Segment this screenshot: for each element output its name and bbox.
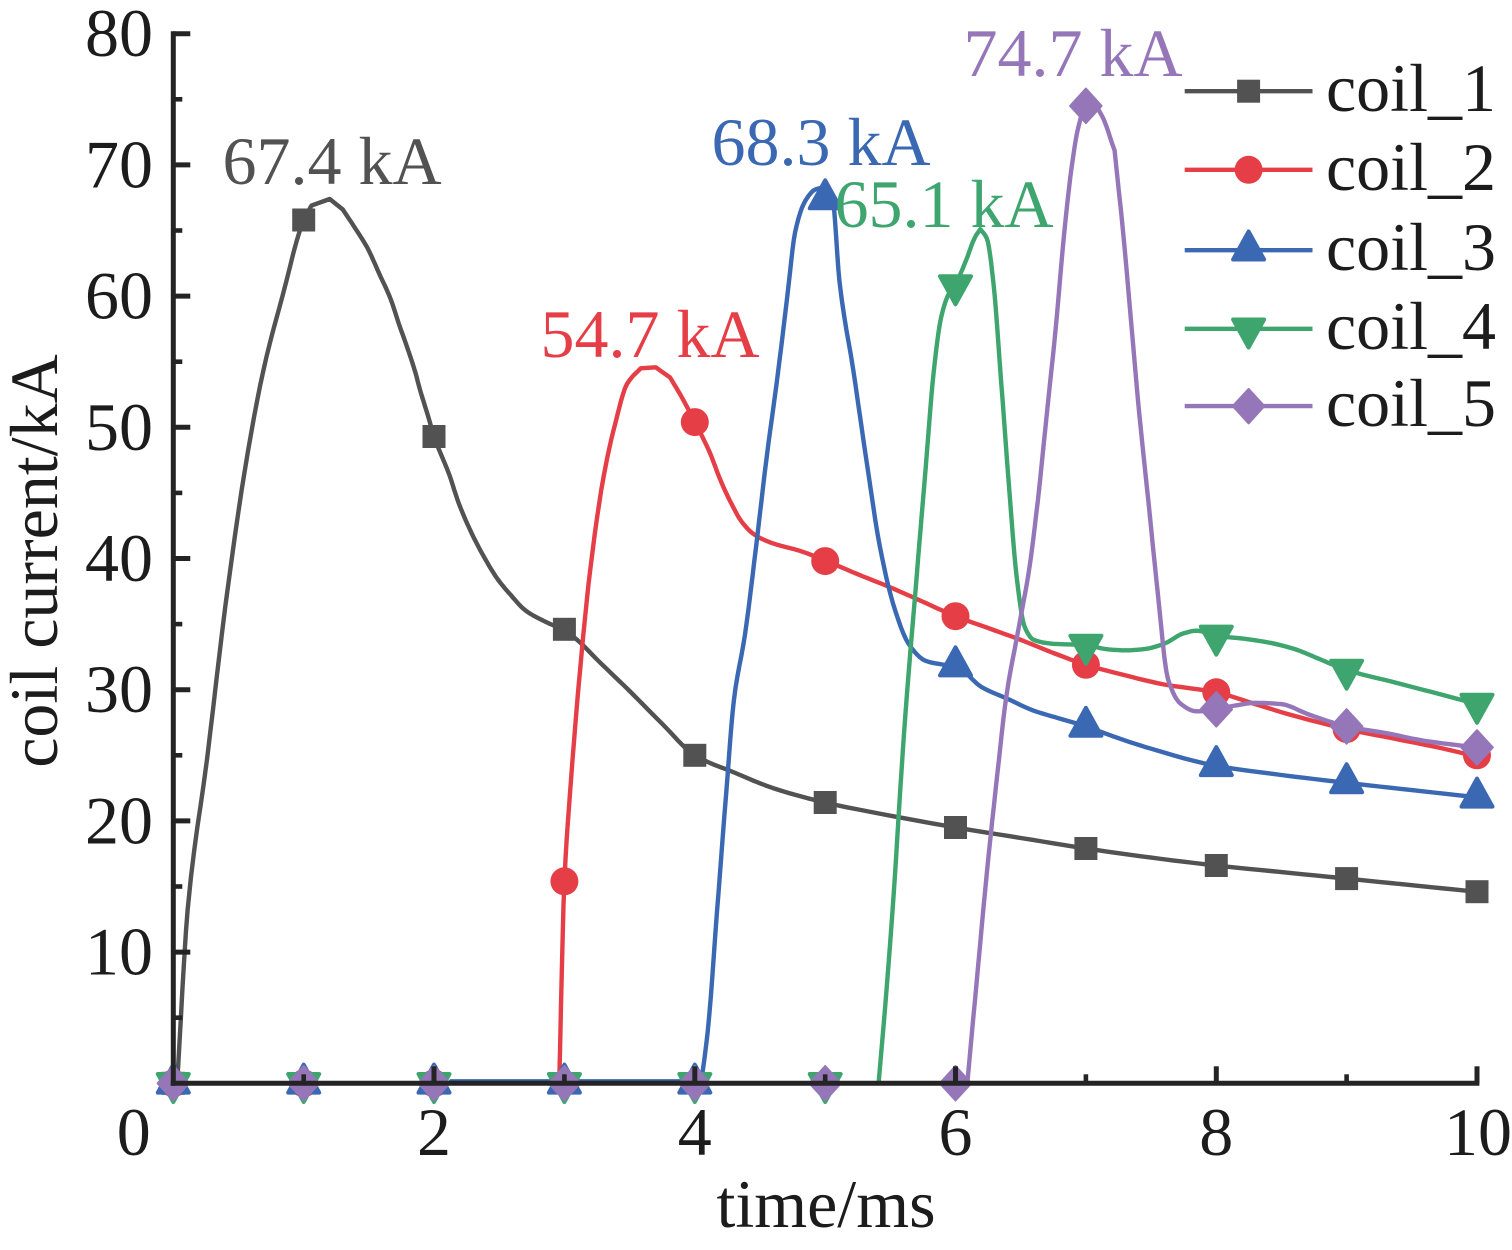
svg-text:68.3 kA: 68.3 kA (711, 104, 930, 180)
svg-text:6: 6 (939, 1094, 973, 1170)
svg-text:20: 20 (85, 782, 153, 858)
svg-text:65.1 kA: 65.1 kA (834, 166, 1053, 242)
svg-text:80: 80 (85, 0, 153, 71)
svg-text:70: 70 (85, 126, 153, 202)
svg-text:67.4 kA: 67.4 kA (222, 123, 441, 199)
svg-text:30: 30 (85, 651, 153, 727)
svg-text:50: 50 (85, 389, 153, 465)
svg-text:coil_3: coil_3 (1326, 209, 1496, 285)
svg-text:coil current/kA: coil current/kA (0, 354, 72, 768)
svg-text:40: 40 (85, 520, 153, 596)
svg-text:8: 8 (1199, 1094, 1233, 1170)
svg-text:54.7 kA: 54.7 kA (540, 296, 759, 372)
svg-text:10: 10 (1444, 1094, 1512, 1170)
svg-text:74.7 kA: 74.7 kA (963, 15, 1182, 91)
svg-text:0: 0 (117, 1094, 151, 1170)
svg-text:coil_4: coil_4 (1326, 288, 1496, 364)
svg-text:coil_1: coil_1 (1326, 50, 1496, 126)
svg-text:4: 4 (678, 1094, 712, 1170)
svg-text:time/ms: time/ms (716, 1166, 935, 1242)
svg-text:10: 10 (85, 914, 153, 990)
svg-text:coil_5: coil_5 (1326, 365, 1496, 441)
svg-text:coil_2: coil_2 (1326, 129, 1496, 205)
svg-text:2: 2 (417, 1094, 451, 1170)
svg-text:60: 60 (85, 258, 153, 334)
